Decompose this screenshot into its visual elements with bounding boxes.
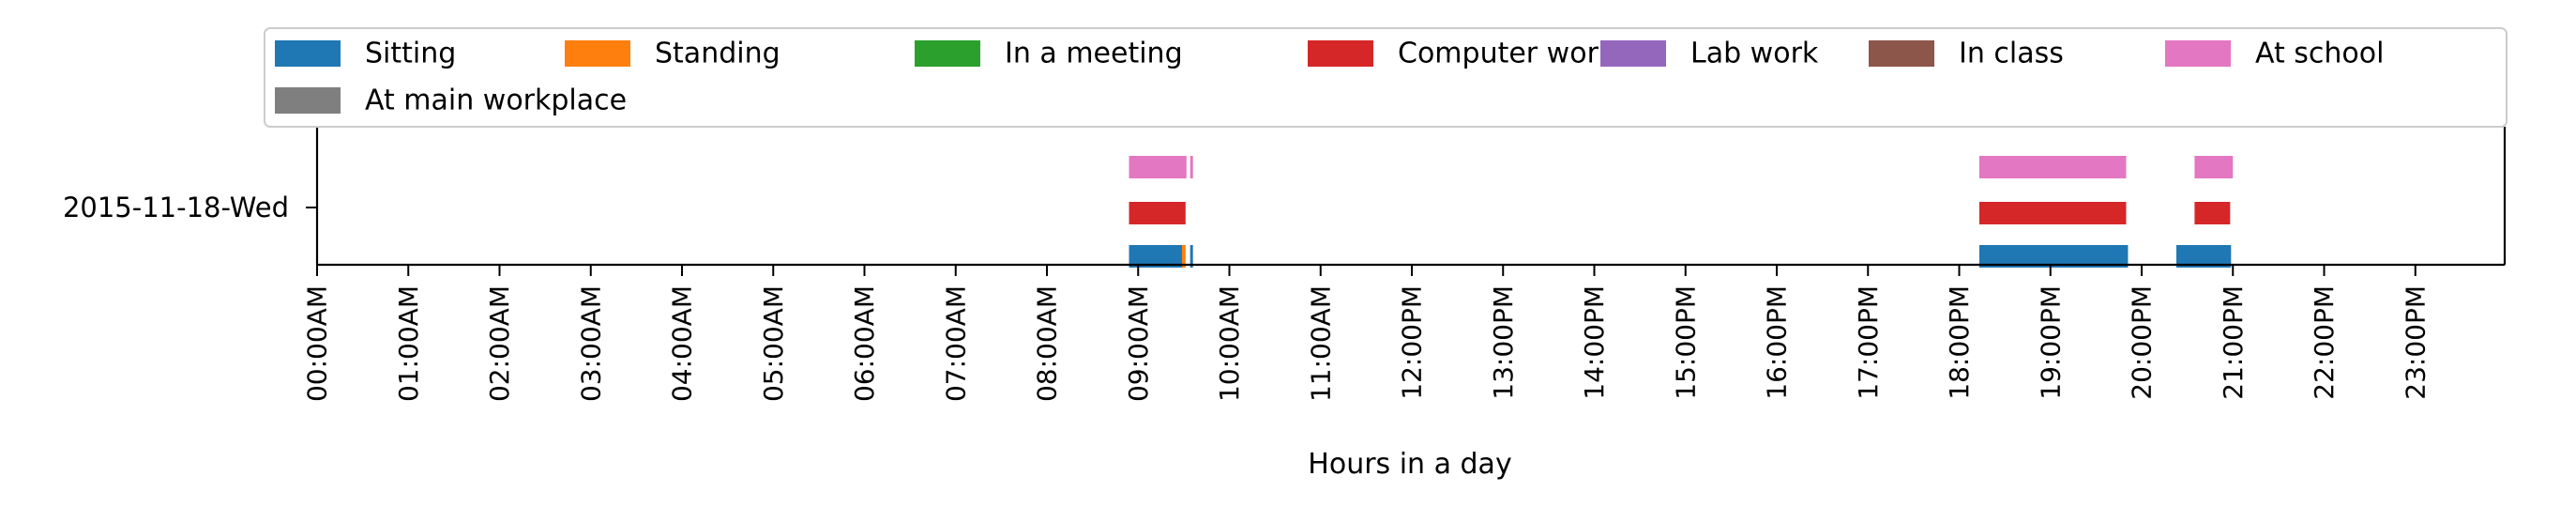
legend-swatch-in-class — [1869, 40, 1934, 67]
x-tick-label-12: 12:00PM — [1397, 285, 1428, 400]
legend-swatch-computer-work — [1308, 40, 1373, 67]
bar-standing-0 — [1181, 245, 1186, 268]
x-tick-label-6: 06:00AM — [849, 285, 880, 402]
x-tick-label-9: 09:00AM — [1123, 285, 1154, 402]
x-axis-label: Hours in a day — [1308, 448, 1511, 481]
bar-at-school-0 — [1129, 156, 1187, 178]
legend-label-sitting: Sitting — [365, 38, 456, 70]
legend-label-at-main-workplace: At main workplace — [365, 84, 627, 117]
legend-swatch-in-a-meeting — [915, 40, 980, 67]
plot-area — [1129, 156, 2234, 268]
x-tick-label-11: 11:00AM — [1305, 285, 1336, 402]
bar-computer-work-1 — [1978, 202, 2127, 224]
legend-label-standing: Standing — [655, 38, 780, 70]
x-tick-label-2: 02:00AM — [484, 285, 515, 402]
x-tick-label-4: 04:00AM — [667, 285, 698, 402]
x-tick-label-1: 01:00AM — [393, 285, 424, 402]
bar-at-school-1 — [1190, 156, 1193, 178]
bar-at-school-3 — [2194, 156, 2234, 178]
legend-swatch-at-main-workplace — [275, 87, 341, 114]
x-tick-label-13: 13:00PM — [1488, 285, 1519, 400]
x-tick-label-23: 23:00PM — [2400, 285, 2431, 400]
x-tick-label-14: 14:00PM — [1579, 285, 1610, 400]
x-tick-label-18: 18:00PM — [1944, 285, 1975, 400]
bar-at-school-2 — [1978, 156, 2127, 178]
legend-swatch-at-school — [2165, 40, 2231, 67]
x-tick-label-3: 03:00AM — [575, 285, 606, 402]
legend-label-lab-work: Lab work — [1690, 38, 1819, 70]
legend: Sitting Standing In a meeting Computer work… — [264, 27, 2508, 128]
legend-label-in-class: In class — [1959, 38, 2064, 70]
legend-swatch-standing — [565, 40, 630, 67]
legend-frame — [264, 27, 2508, 128]
bar-computer-work-2 — [2194, 202, 2231, 224]
x-tick-label-17: 17:00PM — [1853, 285, 1884, 400]
x-tick-label-15: 15:00PM — [1670, 285, 1701, 400]
bar-sitting-1 — [1190, 245, 1193, 268]
legend-swatch-lab-work — [1600, 40, 1666, 67]
legend-label-computer-work: Computer work — [1398, 38, 1615, 70]
x-tick-label-7: 07:00AM — [940, 285, 971, 402]
y-tick-label-0: 2015-11-18-Wed — [63, 192, 289, 223]
x-tick-label-8: 08:00AM — [1032, 285, 1063, 402]
x-tick-label-20: 20:00PM — [2127, 285, 2158, 400]
legend-swatch-sitting — [275, 40, 341, 67]
x-tick-label-0: 00:00AM — [302, 285, 333, 402]
legend-label-at-school: At school — [2255, 38, 2384, 70]
axes: 00:00AM 01:00AM 02:00AM 03:00AM 04:00AM 05:00… — [63, 127, 2507, 402]
legend-label-in-a-meeting: In a meeting — [1005, 38, 1183, 70]
x-tick-label-10: 10:00AM — [1214, 285, 1245, 402]
x-tick-label-5: 05:00AM — [758, 285, 789, 402]
x-tick-label-19: 19:00PM — [2035, 285, 2066, 400]
x-tick-label-21: 21:00PM — [2218, 285, 2249, 400]
bar-computer-work-0 — [1129, 202, 1186, 224]
x-tick-label-16: 16:00PM — [1762, 285, 1793, 400]
x-tick-label-22: 22:00PM — [2309, 285, 2340, 400]
